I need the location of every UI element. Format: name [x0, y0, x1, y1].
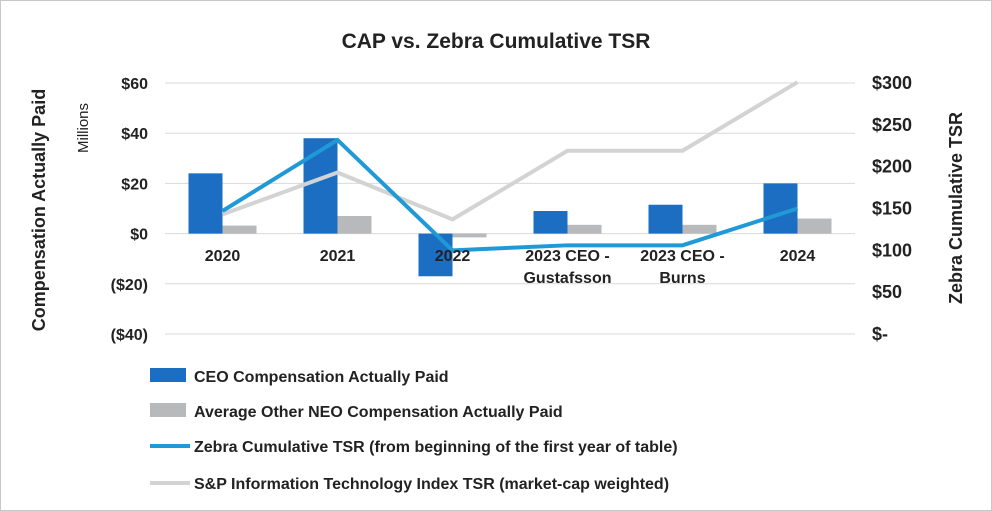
- left-axis-ticks: $60 $40 $20 $0 ($20) ($40): [111, 76, 148, 344]
- right-tick-label: $150: [872, 199, 912, 219]
- left-tick-label: ($20): [111, 277, 148, 294]
- neo-cap-bar: [222, 225, 257, 234]
- ceo-cap-bar: [648, 204, 683, 234]
- legend-label: Average Other NEO Compensation Actually …: [194, 404, 563, 421]
- gridlines: [165, 82, 855, 335]
- bar-series: [188, 138, 832, 277]
- right-tick-label: $300: [872, 73, 912, 93]
- right-axis-label: Zebra Cumulative TSR: [946, 112, 966, 304]
- legend-label: S&P Information Technology Index TSR (ma…: [194, 476, 669, 493]
- right-tick-label: $50: [872, 282, 902, 302]
- legend-label: CEO Compensation Actually Paid: [194, 369, 449, 386]
- ceo-cap-bar: [418, 233, 453, 277]
- neo-cap-bar: [452, 233, 487, 238]
- ceo-cap-bar: [533, 211, 568, 234]
- category-label: 2020: [205, 248, 241, 265]
- category-label: 2023 CEO -: [525, 248, 609, 265]
- left-tick-label: $20: [121, 176, 148, 193]
- left-axis-label: Compensation Actually Paid: [29, 89, 49, 331]
- right-tick-label: $-: [872, 324, 888, 344]
- legend-swatch: [150, 403, 186, 417]
- left-tick-label: ($40): [111, 327, 148, 344]
- right-axis-ticks: $300 $250 $200 $150 $100 $50 $-: [872, 73, 912, 344]
- neo-cap-bar: [337, 216, 372, 234]
- chart-title: CAP vs. Zebra Cumulative TSR: [342, 30, 651, 53]
- right-tick-label: $200: [872, 157, 912, 177]
- neo-cap-bar: [682, 224, 717, 234]
- category-label: Burns: [659, 270, 705, 287]
- line-series: [221, 80, 799, 253]
- ceo-cap-bar: [303, 138, 338, 234]
- left-tick-label: $0: [130, 227, 148, 244]
- right-tick-label: $100: [872, 240, 912, 260]
- left-axis-unit: Millions: [75, 103, 92, 153]
- category-labels: 2020 2021 2022 2023 CEO - Gustafsson 2023 CEO…: [205, 248, 816, 287]
- right-tick-label: $250: [872, 115, 912, 135]
- left-tick-label: $60: [121, 76, 148, 93]
- neo-cap-bar: [797, 218, 832, 234]
- category-label: 2024: [780, 248, 816, 265]
- category-label: Gustafsson: [523, 270, 611, 287]
- zebra-tsr-line: [221, 137, 799, 253]
- left-tick-label: $40: [121, 126, 148, 143]
- category-label: 2022: [435, 248, 471, 265]
- legend: CEO Compensation Actually Paid Average Ot…: [150, 368, 678, 493]
- category-label: 2021: [320, 248, 356, 265]
- ceo-cap-bar: [188, 173, 223, 234]
- legend-label: Zebra Cumulative TSR (from beginning of …: [194, 439, 678, 456]
- neo-cap-bar: [567, 224, 602, 234]
- category-label: 2023 CEO -: [640, 248, 724, 265]
- sp-it-tsr-line: [221, 80, 799, 222]
- legend-swatch: [150, 368, 186, 382]
